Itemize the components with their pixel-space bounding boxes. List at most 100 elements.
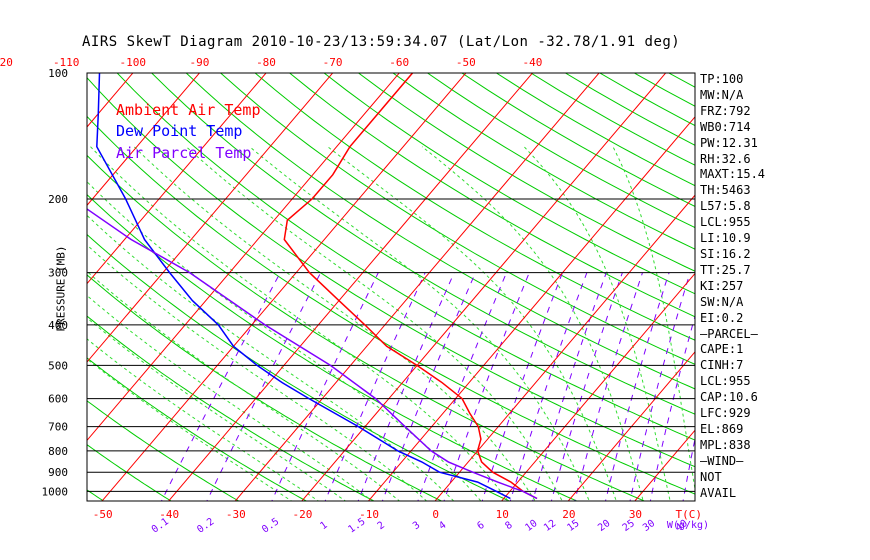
- mixing-ratio-tick-label: 6: [475, 520, 486, 532]
- mixing-ratio-tick-label: 20: [596, 518, 612, 534]
- dry-adiabat-line: [87, 357, 308, 501]
- isotherm-line: [87, 73, 334, 363]
- dry-adiabat-line: [357, 73, 695, 272]
- moist-adiabat-line: [87, 317, 347, 501]
- pressure-tick-label: 200: [48, 193, 68, 206]
- top-temp-tick-label: -50: [456, 56, 476, 69]
- mixing-ratio-grid: [160, 272, 695, 501]
- dry-adiabat-line: [802, 54, 870, 506]
- dry-adiabat-line: [769, 54, 870, 506]
- dry-adiabat-line: [219, 73, 695, 365]
- mixing-ratio-line: [357, 272, 455, 501]
- mixing-ratio-tick-label: 30: [641, 518, 657, 534]
- mixing-ratio-tick-label: 3: [411, 520, 422, 532]
- top-temp-tick-label: -60: [389, 56, 409, 69]
- mixing-ratio-line: [605, 272, 670, 501]
- dry-adiabat-line: [668, 54, 870, 506]
- isotherm-line: [87, 73, 267, 285]
- dry-adiabat-line: [495, 73, 695, 187]
- mixing-unit-label: W(g/kg): [667, 520, 709, 531]
- mixing-ratio-tick-label: 0.2: [195, 516, 216, 535]
- index-item: MAXT:15.4: [700, 167, 766, 182]
- moist-adiabat-line: [523, 146, 671, 501]
- pressure-tick-label: 500: [48, 359, 68, 372]
- isotherm-line: [567, 351, 695, 501]
- pressure-tick-label: 1000: [42, 485, 69, 498]
- mixing-ratio-line: [649, 314, 695, 501]
- top-temp-tick-label: -90: [189, 56, 209, 69]
- mixing-ratio-line: [206, 272, 322, 501]
- dry-adiabat-line: [836, 54, 870, 506]
- moist-adiabat-line: [327, 146, 617, 501]
- isotherm-line: [101, 73, 467, 501]
- index-item: CAP:10.6: [700, 390, 758, 405]
- isotherm-line: [367, 116, 695, 501]
- pressure-tick-label: 300: [48, 267, 68, 280]
- mixing-ratio-line: [160, 272, 281, 501]
- index-item: TP:100: [700, 72, 744, 86]
- isotherm-line: [301, 73, 667, 501]
- isotherm-line: [234, 73, 600, 501]
- index-item: MPL:838: [700, 437, 751, 452]
- isotherm-grid: [0, 54, 695, 506]
- index-item: LI:10.9: [700, 231, 751, 246]
- legend-air-parcel-temp: Air Parcel Temp: [116, 144, 252, 162]
- isotherm-line: [167, 73, 534, 501]
- pressure-tick-label: 600: [48, 393, 68, 406]
- index-item: AVAIL: [700, 485, 737, 500]
- index-item: —PARCEL—: [700, 326, 758, 341]
- pressure-tick-label: 900: [48, 466, 68, 479]
- dry-adiabat-line: [461, 73, 695, 207]
- legend-dew-point-temp: Dew Point Temp: [116, 122, 243, 140]
- top-temp-tick-label: -110: [53, 56, 80, 69]
- dry-adiabat-line: [87, 154, 646, 501]
- bottom-temp-tick-label: 10: [496, 508, 509, 521]
- series-line-ambient-air-temp: [283, 73, 538, 500]
- moist-adiabat-line: [612, 146, 695, 493]
- mixing-ratio-line: [532, 272, 607, 501]
- index-item: WB0:714: [700, 119, 751, 134]
- moist-adiabat-line: [87, 270, 401, 501]
- mixing-ratio-line: [324, 272, 426, 501]
- mixing-ratio-line: [417, 272, 507, 501]
- dry-adiabat-line: [392, 73, 695, 250]
- mixing-ratio-line: [550, 272, 623, 501]
- index-item: EL:869: [700, 421, 744, 436]
- isotherm-line: [87, 73, 400, 442]
- y-axis-label: PRESSURE (MB): [54, 245, 68, 332]
- series-layer: [87, 73, 538, 500]
- isotherm-line: [0, 54, 83, 506]
- chart-title: AIRS SkewT Diagram 2010-10-23/13:59:34.0…: [82, 34, 681, 50]
- dry-adiabat-line: [288, 73, 695, 318]
- index-item: KI:257: [700, 278, 744, 293]
- mixing-ratio-tick-label: 2: [376, 520, 387, 532]
- dry-adiabat-line: [87, 76, 695, 468]
- bottom-temp-tick-label: -30: [226, 508, 246, 521]
- dry-adiabat-line: [87, 233, 511, 501]
- isotherm-line: [87, 73, 201, 207]
- index-item: RH:32.6: [700, 151, 751, 166]
- isotherm-line: [0, 54, 16, 506]
- moist-adiabat-line: [87, 181, 482, 501]
- index-item: CINH:7: [700, 358, 744, 373]
- moist-adiabat-line: [87, 338, 320, 501]
- series-line-dew-point-temp: [96, 73, 511, 500]
- dry-adiabat-line: [87, 193, 578, 501]
- index-item: SW:N/A: [700, 294, 744, 309]
- mixing-ratio-tick-label: 8: [503, 520, 514, 532]
- index-item: L57:5.8: [700, 199, 751, 214]
- top-temp-tick-label: -40: [522, 56, 542, 69]
- isotherm-line: [500, 272, 695, 501]
- pressure-tick-label: 400: [48, 319, 68, 332]
- mixing-ratio-line: [443, 272, 530, 501]
- bottom-temp-tick-label: 20: [562, 508, 575, 521]
- top-temp-tick-label: -100: [120, 56, 147, 69]
- mixing-ratio-line: [574, 272, 643, 501]
- dry-adiabat-line: [87, 315, 375, 501]
- dry-adiabat-line: [323, 73, 695, 295]
- bottom-temp-tick-label: 30: [629, 508, 642, 521]
- index-item: CAPE:1: [700, 342, 744, 357]
- temp-unit-label: T(C): [675, 508, 702, 521]
- mixing-ratio-tick-label: 10: [523, 518, 539, 534]
